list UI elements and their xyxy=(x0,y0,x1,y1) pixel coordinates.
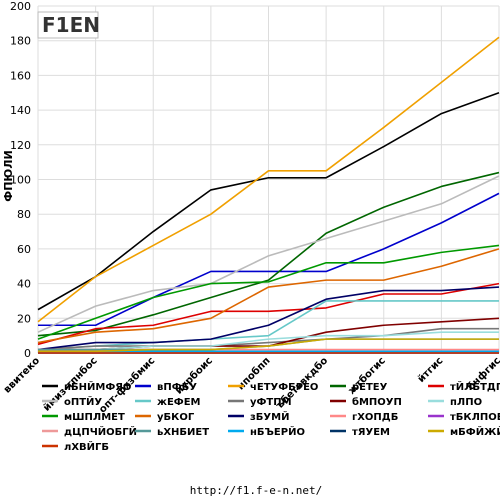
y-tick-label: 40 xyxy=(17,278,31,291)
y-tick-label: 60 xyxy=(17,243,31,256)
legend-label: мБФЙЖЙ xyxy=(450,425,500,438)
x-tick-label: ввитеко xyxy=(2,355,42,395)
series-line xyxy=(37,286,500,351)
legend-label: жЕФЕМ xyxy=(157,397,201,408)
series-line xyxy=(37,300,499,351)
legend-label: гХОПДБ xyxy=(352,412,398,423)
series-line xyxy=(38,192,500,327)
y-tick-label: 140 xyxy=(10,104,31,117)
legend-label: бМПОУП xyxy=(352,396,402,408)
legend-label: чЕТУФБРЕО xyxy=(250,382,318,393)
legend-label: пЛПО xyxy=(450,397,482,408)
legend-label: оПТЙУ xyxy=(64,395,102,408)
series-line xyxy=(37,91,500,311)
y-tick-label: 100 xyxy=(10,174,31,187)
y-tick-label: 200 xyxy=(10,0,31,13)
y-tick-labels: 0 20 40 60 80 100 120 140 160 180 200 xyxy=(10,0,31,360)
series-lines xyxy=(37,36,500,354)
series-line xyxy=(37,282,500,346)
logo: F1EN xyxy=(37,11,100,39)
series-line xyxy=(38,338,499,353)
source-url: http://f1.f-e-n.net/ xyxy=(190,484,322,497)
y-tick-label: 120 xyxy=(10,139,31,152)
series-line xyxy=(38,331,499,351)
series-line xyxy=(37,248,500,344)
series-line xyxy=(37,327,499,351)
series-line xyxy=(37,175,500,333)
legend-label: дЦПЧЙОБГЙ xyxy=(64,425,137,438)
series-line xyxy=(37,36,500,323)
legend-label: зБУМЙ xyxy=(250,410,289,423)
series-line xyxy=(37,244,500,340)
logo-text: F1EN xyxy=(42,13,100,37)
legend-label: лХВЙГБ xyxy=(64,440,109,453)
legend-label: вПФБУ xyxy=(157,382,197,393)
grid xyxy=(37,5,500,354)
y-tick-label: 180 xyxy=(10,35,31,48)
legend-label: тЙЛБТДП xyxy=(450,380,500,393)
legend: иБНЙМФЯО вПФБУ чЕТУФБРЕО рЕТЕУ тЙЛБТДП оПТЙУ ж… xyxy=(42,380,500,453)
legend-label: тБКЛПОЕО xyxy=(450,412,500,423)
legend-label: уФТПМ xyxy=(250,397,292,408)
x-tick-label: йтгис xyxy=(416,355,446,385)
y-axis-label: ФПЮЛИ xyxy=(2,150,15,201)
y-tick-label: 160 xyxy=(10,69,31,82)
y-tick-label: 80 xyxy=(17,208,31,221)
legend-label: уБКОГ xyxy=(157,412,195,423)
y-tick-label: 0 xyxy=(24,347,31,360)
legend-label: нБЪЕРЙО xyxy=(250,425,305,438)
legend-label: ьХНБИЕТ xyxy=(157,427,209,438)
legend-label: тЯУЕМ xyxy=(352,427,390,438)
legend-label: мШПЛМЕТ xyxy=(64,412,125,423)
series-line xyxy=(37,171,500,337)
y-tick-label: 20 xyxy=(17,312,31,325)
legend-label: иБНЙМФЯО xyxy=(64,380,131,393)
legend-label: рЕТЕУ xyxy=(352,382,388,393)
